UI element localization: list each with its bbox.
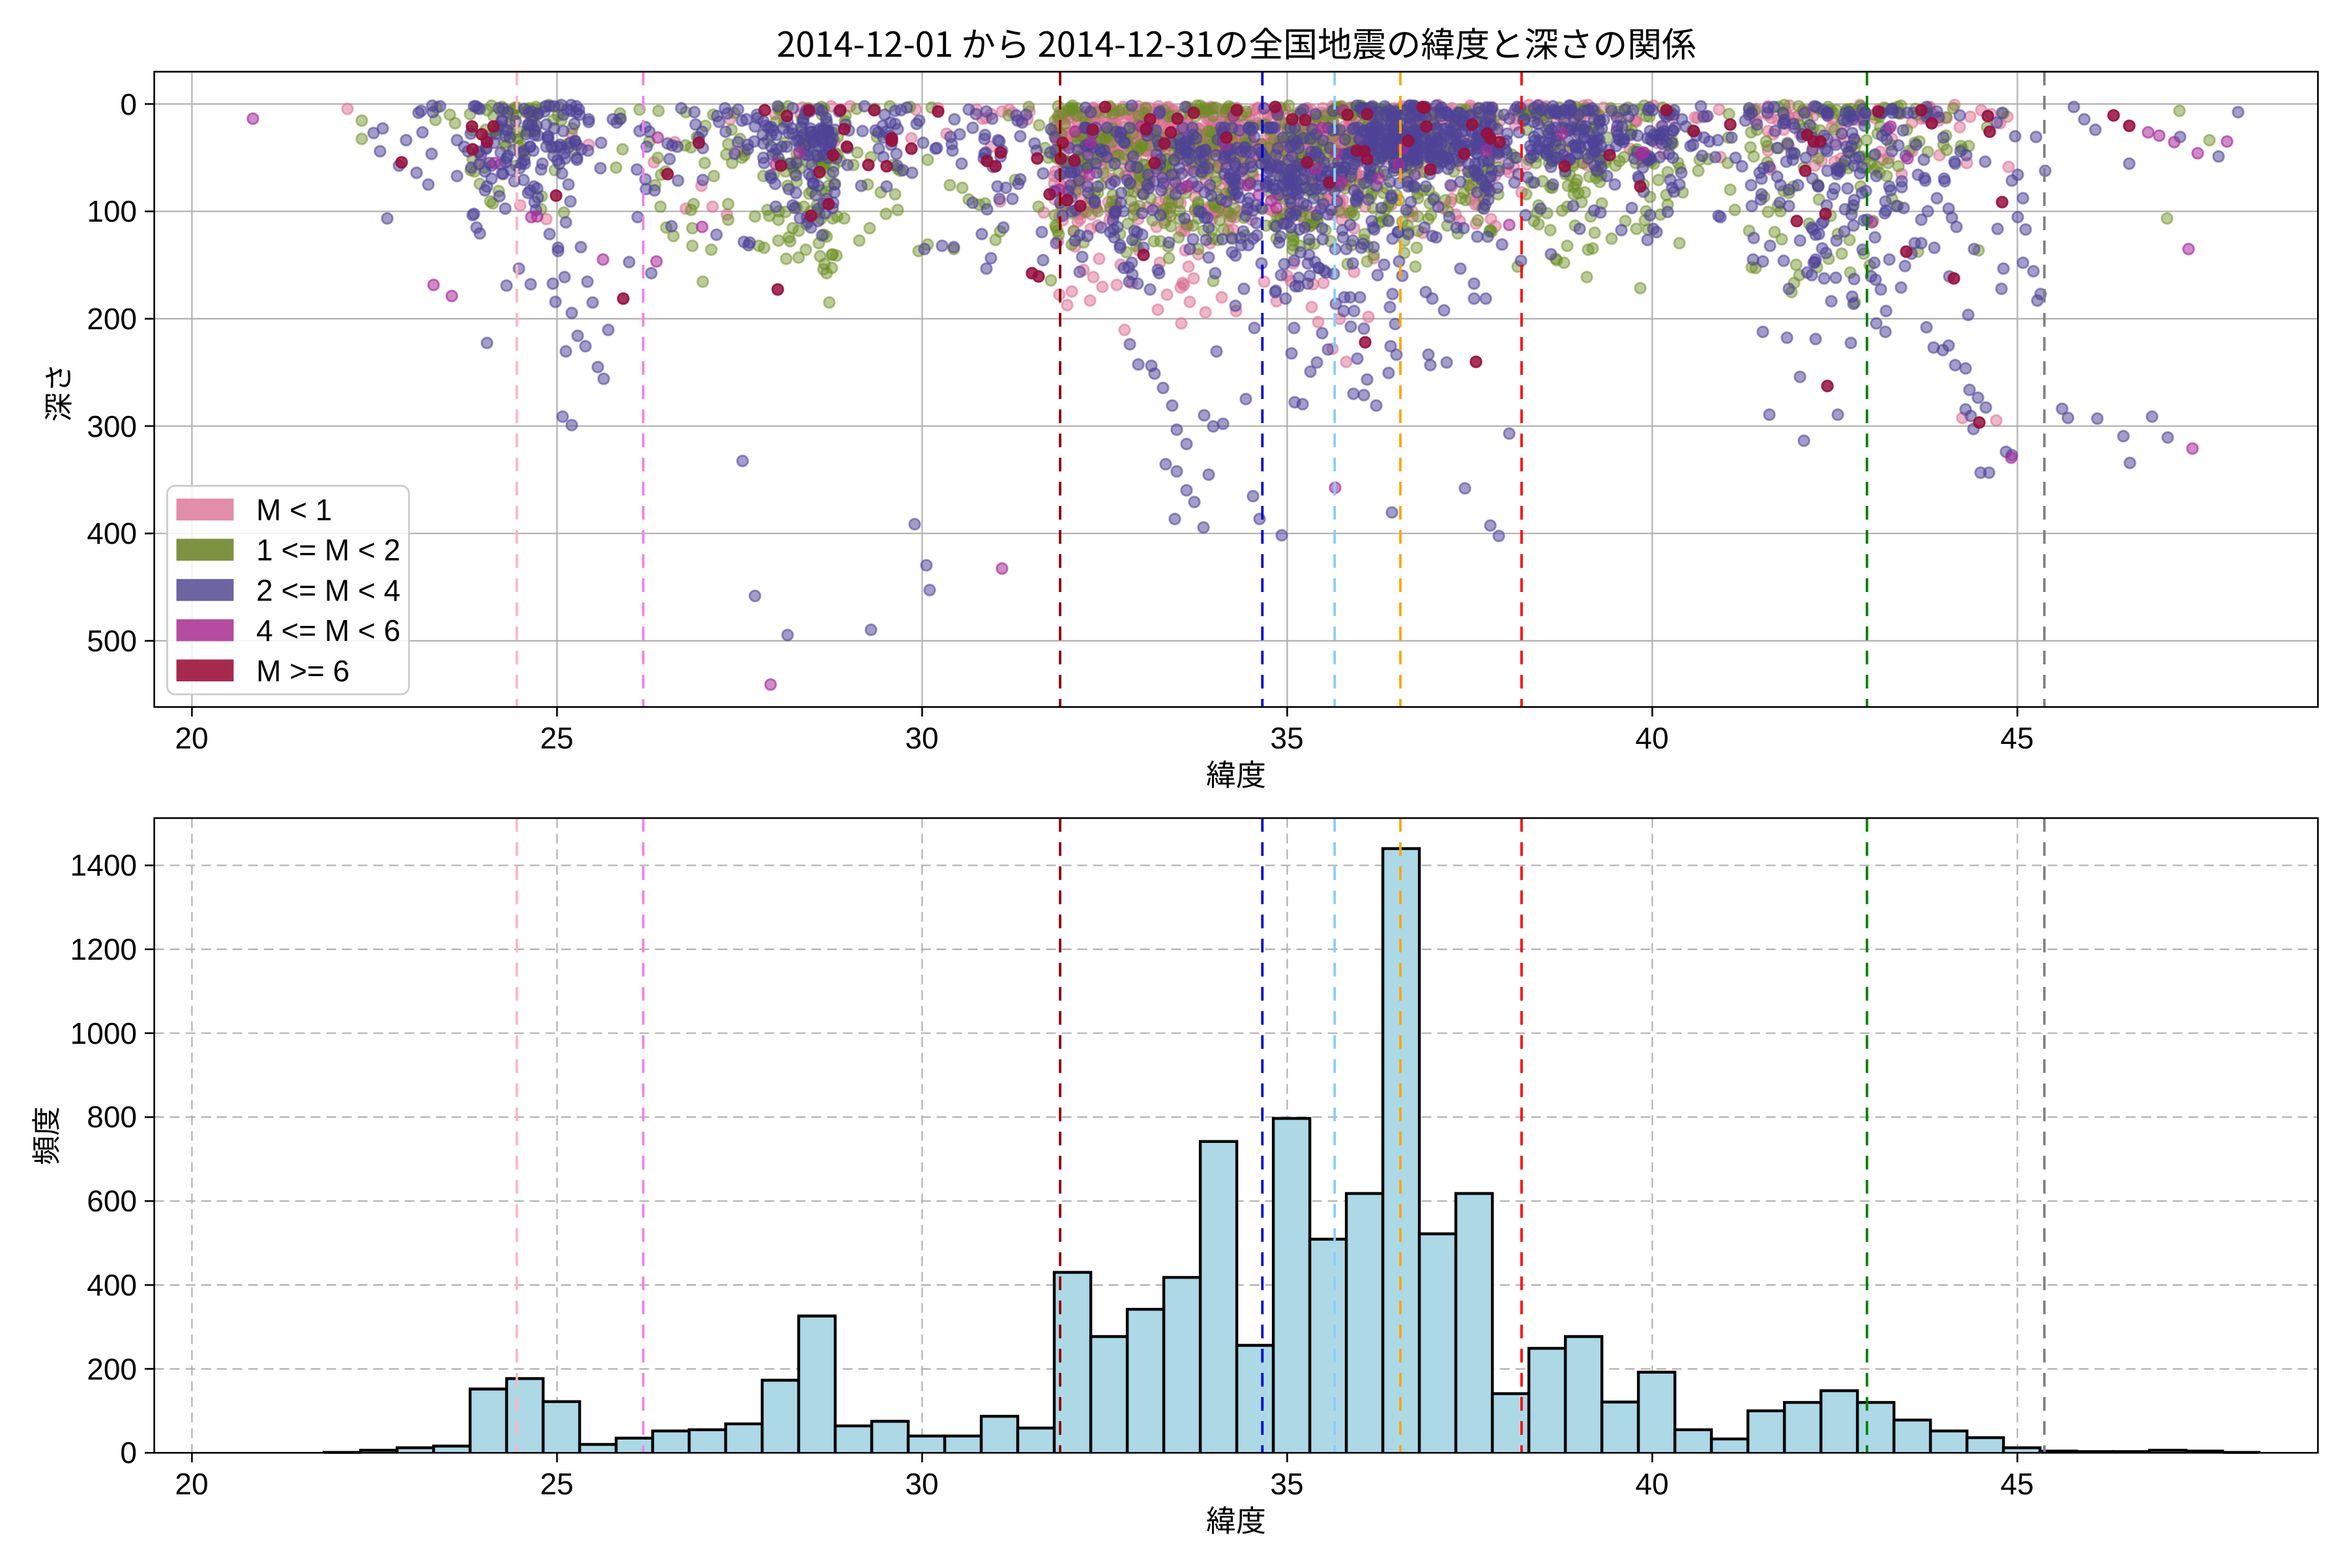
svg-text:45: 45 [2000,1467,2033,1501]
svg-text:4 <= M < 6: 4 <= M < 6 [256,614,400,647]
svg-text:100: 100 [87,194,137,228]
svg-text:2 <= M < 4: 2 <= M < 4 [256,573,400,607]
svg-text:600: 600 [87,1184,137,1218]
svg-text:35: 35 [1270,721,1303,755]
svg-text:800: 800 [87,1100,137,1134]
svg-text:M < 1: M < 1 [256,493,332,527]
svg-text:200: 200 [87,1352,137,1386]
svg-text:45: 45 [2000,721,2033,755]
svg-text:200: 200 [87,302,137,336]
svg-text:1400: 1400 [70,848,137,882]
svg-text:20: 20 [175,721,208,755]
svg-text:1000: 1000 [70,1016,137,1050]
svg-text:M >= 6: M >= 6 [256,654,349,688]
svg-text:1200: 1200 [70,932,137,966]
svg-text:400: 400 [87,516,137,550]
svg-text:30: 30 [905,1467,938,1501]
svg-text:20: 20 [175,1467,208,1501]
svg-text:30: 30 [905,721,938,755]
svg-text:35: 35 [1270,1467,1303,1501]
svg-text:0: 0 [120,1436,137,1470]
svg-text:500: 500 [87,624,137,658]
svg-text:40: 40 [1635,721,1668,755]
svg-text:40: 40 [1635,1467,1668,1501]
svg-text:400: 400 [87,1268,137,1302]
svg-text:25: 25 [540,1467,573,1501]
svg-text:300: 300 [87,409,137,443]
svg-text:25: 25 [540,721,573,755]
svg-text:1 <= M < 2: 1 <= M < 2 [256,533,400,567]
svg-text:0: 0 [120,87,137,121]
